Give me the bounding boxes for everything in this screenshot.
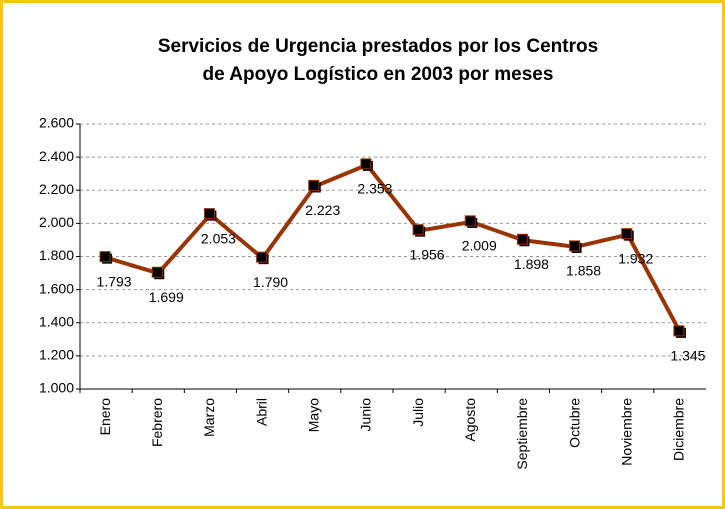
marker [516,233,528,245]
x-tick-label: Septiembre [514,398,530,470]
data-label: 1.699 [149,289,184,305]
data-label: 1.898 [514,256,549,272]
marker [621,228,633,240]
x-tick-label: Noviembre [618,398,634,466]
x-tick-label: Diciembre [671,398,687,461]
marker [464,215,476,227]
chart-title: Servicios de Urgencia prestados por los … [158,36,598,57]
y-tick-label: 2.400 [39,148,74,164]
x-tick-label: Agosto [462,398,478,442]
marker [360,158,372,170]
data-label: 2.053 [201,230,236,246]
y-tick-label: 1.200 [39,347,74,363]
y-tick-label: 1.000 [39,380,74,396]
marker [412,224,424,236]
y-tick-label: 1.800 [39,247,74,263]
chart-title: de Apoyo Logístico en 2003 por meses [203,64,554,85]
marker [203,208,215,220]
x-tick-label: Abril [253,398,269,426]
x-tick-label: Febrero [149,398,165,447]
x-tick-label: Marzo [201,398,217,437]
marker [151,266,163,278]
data-label: 1.345 [670,348,705,364]
data-label: 1.790 [253,274,288,290]
x-tick-label: Enero [97,398,113,436]
data-label: 2.223 [305,202,340,218]
marker [308,179,320,191]
x-tick-label: Mayo [305,398,321,432]
x-tick-label: Julio [410,398,426,427]
data-label: 1.858 [566,263,601,279]
y-tick-label: 2.600 [39,115,74,131]
y-tick-label: 2.200 [39,181,74,197]
y-tick-label: 1.600 [39,280,74,296]
data-label: 1.932 [618,250,653,266]
data-label: 1.793 [97,273,132,289]
marker [256,251,268,263]
marker [99,251,111,263]
data-label: 1.956 [410,246,445,262]
data-label: 2.353 [357,181,392,197]
y-tick-label: 1.400 [39,313,74,329]
marker [569,240,581,252]
y-tick-label: 2.000 [39,214,74,230]
marker [673,325,685,337]
data-label: 2.009 [462,238,497,254]
line [105,162,682,333]
x-tick-label: Octubre [566,398,582,448]
x-tick-label: Junio [358,398,374,432]
